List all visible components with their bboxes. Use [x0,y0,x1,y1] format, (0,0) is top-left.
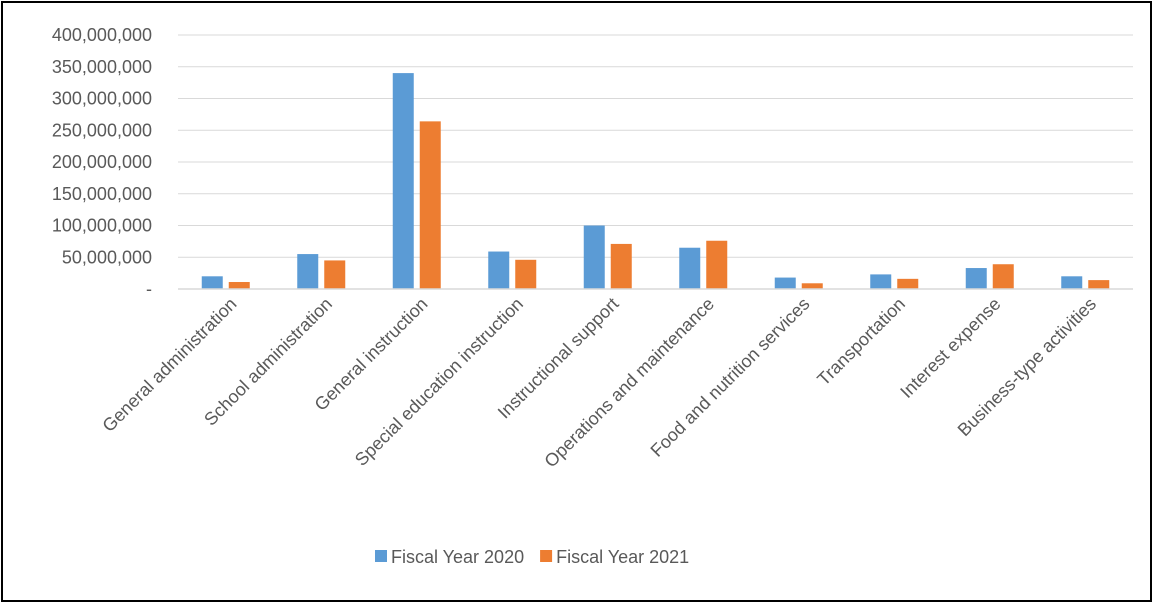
x-tick-label: Food and nutrition services [647,294,814,461]
bar-fy2021 [801,283,823,289]
bar-fy2020 [583,225,605,289]
x-tick-label: Interest expense [896,294,1004,402]
y-tick-label: 150,000,000 [52,184,152,204]
bar-fy2020 [679,247,701,289]
legend: Fiscal Year 2020 Fiscal Year 2021 [375,547,689,567]
bar-fy2020 [870,274,892,289]
bar-fy2021 [610,243,632,289]
bar-fy2021 [1088,280,1110,289]
y-axis-ticks: - 50,000,000 100,000,000 150,000,000 200,000… [52,25,152,299]
y-tick-label: 250,000,000 [52,120,152,140]
legend-label: Fiscal Year 2020 [391,547,524,567]
x-tick-label: Operations and maintenance [540,294,718,472]
legend-swatch [375,550,387,562]
bar-fy2020 [392,73,414,289]
bars [201,73,1110,289]
x-tick-label: Transportation [813,294,909,390]
y-tick-label: 200,000,000 [52,152,152,172]
bar-fy2021 [324,260,346,289]
bar-fy2020 [1061,276,1083,289]
bar-fy2021 [228,282,250,289]
y-tick-label: 400,000,000 [52,25,152,45]
bar-fy2021 [706,240,728,289]
bar-fy2020 [297,254,319,289]
legend-swatch [540,550,553,562]
x-tick-label: Special education instruction [351,294,527,470]
y-tick-label: 50,000,000 [62,247,152,267]
bar-fy2021 [897,278,919,289]
bar-fy2021 [515,259,537,289]
bar-fy2021 [419,121,441,289]
bar-fy2020 [201,276,223,289]
y-tick-label: 350,000,000 [52,57,152,77]
bar-fy2020 [774,277,796,289]
y-tick-label: 300,000,000 [52,89,152,109]
bar-fy2020 [488,251,510,289]
bar-fy2021 [992,264,1014,289]
bar-fy2020 [965,268,987,289]
legend-label: Fiscal Year 2021 [556,547,689,567]
gridlines [178,34,1133,258]
y-tick-label: - [146,279,152,299]
y-tick-label: 100,000,000 [52,216,152,236]
